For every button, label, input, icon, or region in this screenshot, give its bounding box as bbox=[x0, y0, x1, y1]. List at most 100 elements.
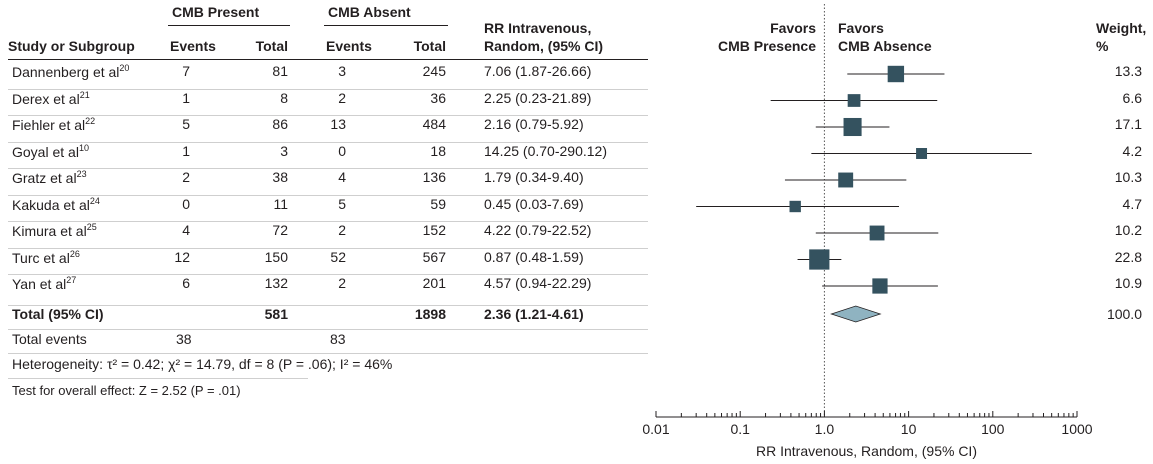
events1-header: Events bbox=[170, 38, 216, 54]
weight-cell: 10.3 bbox=[1114, 169, 1142, 185]
events2-cell: 13 bbox=[330, 116, 346, 132]
events2-cell: 0 bbox=[338, 142, 346, 159]
total1-cell: 132 bbox=[264, 275, 288, 291]
reference-superscript: 25 bbox=[86, 222, 97, 232]
favors-left-line1: Favors bbox=[770, 20, 816, 36]
reference-superscript: 10 bbox=[78, 142, 89, 153]
favors-right-line1: Favors bbox=[838, 20, 884, 36]
header-rule bbox=[8, 59, 648, 60]
events1-cell: 7 bbox=[182, 63, 190, 79]
rr-header-line1: RR Intravenous, bbox=[484, 20, 592, 36]
total-events-rule bbox=[8, 329, 648, 330]
row-divider bbox=[8, 194, 648, 196]
total-weight-value: 100.0 bbox=[1106, 306, 1142, 322]
study-name: Goyal et al10 bbox=[12, 142, 89, 160]
study-name: Dannenberg et al20 bbox=[12, 63, 130, 80]
rr-cell: 7.06 (1.87-26.66) bbox=[484, 63, 592, 79]
row-divider bbox=[8, 115, 648, 116]
x-tick-label: 10 bbox=[901, 421, 917, 437]
rr-header-line2: Random, (95% CI) bbox=[484, 38, 604, 54]
total2-cell: 152 bbox=[422, 222, 446, 238]
events2-header: Events bbox=[326, 38, 372, 54]
weight-cell: 4.2 bbox=[1122, 142, 1142, 159]
x-tick-label: 100 bbox=[981, 421, 1005, 437]
group2-rule bbox=[324, 25, 448, 26]
weight-cell: 13.3 bbox=[1114, 63, 1142, 79]
x-axis-label: RR Intravenous, Random, (95% CI) bbox=[756, 443, 977, 459]
total1-header: Total bbox=[255, 38, 288, 54]
events2-cell: 3 bbox=[338, 63, 346, 79]
events1-cell: 6 bbox=[182, 275, 190, 291]
total1-cell: 11 bbox=[273, 195, 288, 212]
effect-square bbox=[916, 148, 928, 159]
total2-cell: 136 bbox=[422, 169, 446, 185]
events1-cell: 4 bbox=[182, 222, 190, 238]
events2-cell: 2 bbox=[338, 89, 346, 106]
total2-cell: 201 bbox=[422, 275, 446, 291]
total2-cell: 18 bbox=[430, 142, 446, 159]
weight-cell: 22.8 bbox=[1114, 248, 1142, 265]
total-rr-value: 2.36 (1.21-4.61) bbox=[484, 306, 584, 322]
x-tick-label: 0.01 bbox=[642, 421, 669, 437]
total2-cell: 59 bbox=[430, 195, 446, 212]
effect-square bbox=[809, 249, 830, 270]
total1-cell: 8 bbox=[280, 89, 288, 106]
reference-superscript: 26 bbox=[69, 248, 80, 259]
total-events-label: Total events bbox=[12, 331, 87, 347]
row-divider bbox=[8, 168, 648, 169]
total1-cell: 72 bbox=[272, 222, 288, 238]
total2-cell: 245 bbox=[422, 63, 446, 79]
events1-cell: 1 bbox=[182, 142, 190, 159]
events2-cell: 4 bbox=[338, 169, 346, 185]
row-divider bbox=[8, 247, 648, 249]
total1-cell: 3 bbox=[280, 142, 288, 159]
rr-cell: 4.22 (0.79-22.52) bbox=[484, 222, 592, 238]
total1-value: 581 bbox=[264, 306, 288, 322]
weight-cell: 4.7 bbox=[1122, 195, 1142, 212]
weight-cell: 10.2 bbox=[1114, 222, 1142, 238]
reference-superscript: 24 bbox=[89, 195, 100, 206]
total1-cell: 86 bbox=[272, 116, 288, 132]
row-divider bbox=[8, 88, 648, 90]
x-tick-label: 1000 bbox=[1061, 421, 1092, 437]
row-divider bbox=[8, 141, 648, 143]
study-name: Kimura et al25 bbox=[12, 222, 97, 239]
rr-cell: 14.25 (0.70-290.12) bbox=[484, 142, 607, 159]
effect-square bbox=[869, 225, 885, 241]
study-name: Yan et al27 bbox=[12, 275, 77, 292]
rr-cell: 2.25 (0.23-21.89) bbox=[484, 89, 592, 106]
pooled-diamond bbox=[830, 305, 882, 323]
weight-cell: 17.1 bbox=[1114, 116, 1142, 132]
events2-cell: 2 bbox=[338, 222, 346, 238]
reference-superscript: 22 bbox=[85, 116, 96, 126]
heterogeneity-rule bbox=[8, 353, 648, 354]
rr-cell: 1.79 (0.34-9.40) bbox=[484, 169, 584, 185]
study-name: Fiehler et al22 bbox=[12, 116, 96, 133]
effect-square bbox=[843, 117, 862, 137]
events2-cell: 5 bbox=[338, 195, 346, 212]
total2-value: 1898 bbox=[414, 306, 446, 322]
study-name: Turc et al26 bbox=[12, 248, 80, 266]
rr-cell: 0.87 (0.48-1.59) bbox=[484, 248, 584, 265]
reference-superscript: 23 bbox=[76, 169, 87, 179]
total1-cell: 38 bbox=[272, 169, 288, 185]
total-label: Total (95% CI) bbox=[12, 306, 104, 322]
effect-square bbox=[872, 278, 888, 294]
events1-cell: 2 bbox=[182, 169, 190, 185]
events1-cell: 1 bbox=[182, 89, 190, 106]
events1-cell: 0 bbox=[182, 195, 190, 212]
study-name: Gratz et al23 bbox=[12, 169, 87, 186]
events1-cell: 5 bbox=[182, 116, 190, 132]
total2-header: Total bbox=[413, 38, 446, 54]
reference-superscript: 20 bbox=[119, 63, 130, 73]
total-events2-value: 83 bbox=[330, 331, 346, 347]
row-divider bbox=[8, 221, 648, 222]
weight-cell: 6.6 bbox=[1122, 89, 1142, 106]
events2-cell: 52 bbox=[330, 248, 346, 265]
total2-cell: 567 bbox=[422, 248, 446, 265]
total2-cell: 484 bbox=[422, 116, 446, 132]
events2-cell: 2 bbox=[338, 275, 346, 291]
study-column-header: Study or Subgroup bbox=[8, 38, 135, 54]
weight-header-line2: % bbox=[1096, 38, 1109, 54]
rr-cell: 2.16 (0.79-5.92) bbox=[484, 116, 584, 132]
